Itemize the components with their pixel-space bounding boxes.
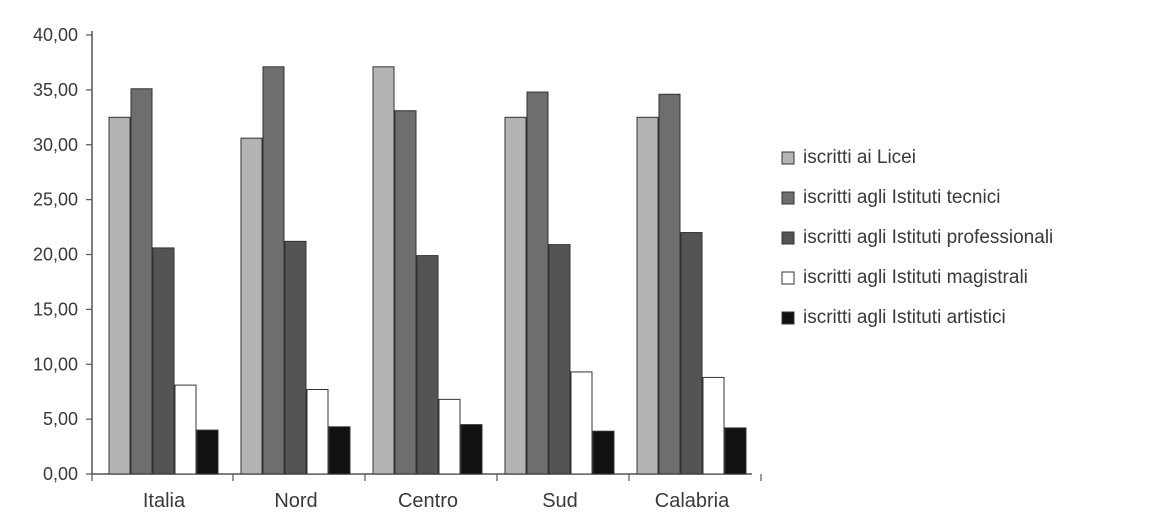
bar-italia-series-3 [152,247,175,475]
bar-nord-series-1 [240,137,263,475]
bar-nord-series-2 [262,66,285,475]
y-tick-label: 10,00 [33,354,78,374]
bar-nord-series-5 [328,426,351,475]
bar-calabria-series-5 [724,427,747,475]
bar-nord-series-3 [284,240,307,475]
bar-italia-series-5 [196,429,219,475]
legend-label: iscritti agli Istituti tecnici [803,187,1000,208]
legend: iscritti ai Licei iscritti agli Istituti … [781,147,1053,328]
legend-label: iscritti agli Istituti professionali [803,227,1053,248]
x-category-label: Centro [398,490,458,512]
bar-sud-series-4 [570,371,593,475]
legend-swatch [781,191,795,205]
y-tick-label: 25,00 [33,190,78,210]
x-category-label: Italia [143,490,186,512]
legend-label: iscritti agli Istituti magistrali [803,267,1028,288]
bar-sud-series-1 [504,116,527,475]
y-tick-label: 0,00 [43,464,78,484]
bars [108,66,747,475]
x-axis: Italia Nord Centro Sud Calabria [91,473,762,512]
x-category-label: Sud [542,490,578,512]
bar-sud-series-2 [526,91,549,475]
bar-sud-series-3 [548,244,571,475]
legend-label: iscritti agli Istituti artistici [803,307,1006,328]
bar-sud-series-5 [592,430,615,475]
legend-swatch [781,311,795,325]
y-tick-label: 40,00 [33,25,78,45]
legend-swatch [781,151,795,165]
bar-nord-series-4 [306,388,329,475]
bar-centro-series-5 [460,424,483,475]
bar-centro-series-2 [394,110,417,475]
bar-centro-series-4 [438,398,461,475]
legend-swatch [781,271,795,285]
bar-centro-series-3 [416,255,439,475]
bar-calabria-series-4 [702,376,725,475]
y-axis: 0,00 5,00 10,00 15,00 20,00 25,00 30,00 35,00 40… [33,25,93,484]
bar-italia-series-1 [108,116,131,475]
bar-calabria-series-2 [658,93,681,475]
bar-calabria-series-1 [636,116,659,475]
bar-centro-series-1 [372,66,395,475]
x-category-label: Nord [274,490,317,512]
y-tick-label: 30,00 [33,135,78,155]
x-category-label: Calabria [655,490,730,512]
y-tick-label: 15,00 [33,299,78,319]
bar-italia-series-2 [130,88,153,475]
bar-italia-series-4 [174,384,197,475]
y-tick-label: 35,00 [33,80,78,100]
y-tick-label: 20,00 [33,245,78,265]
legend-label: iscritti ai Licei [803,147,916,168]
y-tick-label: 5,00 [43,409,78,429]
bar-calabria-series-3 [680,232,703,475]
legend-swatch [781,231,795,245]
